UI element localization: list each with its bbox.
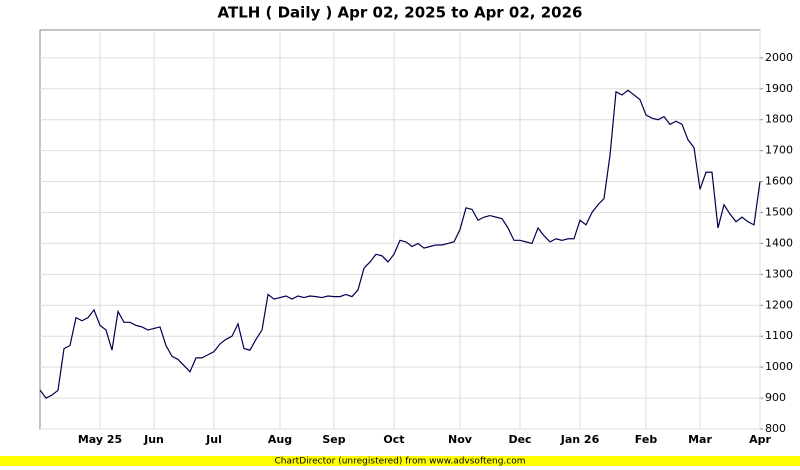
y-tick-label: 1200 bbox=[765, 298, 793, 311]
y-tick-label: 1300 bbox=[765, 267, 793, 280]
x-tick-label: Jul bbox=[205, 433, 222, 446]
x-tick-label: Jun bbox=[143, 433, 164, 446]
chart-title: ATLH ( Daily ) Apr 02, 2025 to Apr 02, 2… bbox=[218, 4, 583, 22]
x-tick-label: Mar bbox=[688, 433, 712, 446]
y-tick-label: 1000 bbox=[765, 360, 793, 373]
y-tick-label: 1800 bbox=[765, 113, 793, 126]
x-tick-label: Jan 26 bbox=[560, 433, 600, 446]
line bbox=[39, 89, 761, 399]
x-tick-label: Nov bbox=[448, 433, 473, 446]
y-tick-label: 2000 bbox=[765, 51, 793, 64]
y-tick-label: 1500 bbox=[765, 205, 793, 218]
x-tick-label: Aug bbox=[268, 433, 292, 446]
x-tick-label: May 25 bbox=[78, 433, 122, 446]
y-tick-label: 1600 bbox=[765, 175, 793, 188]
y-tick-label: 1700 bbox=[765, 144, 793, 157]
footer-bar bbox=[0, 456, 800, 466]
footer: ChartDirector (unregistered) from www.ad… bbox=[274, 457, 525, 467]
x-tick-label: Apr bbox=[749, 433, 771, 446]
y-tick-label: 1100 bbox=[765, 329, 793, 342]
x-tick-label: Feb bbox=[635, 433, 658, 446]
plot-area bbox=[39, 29, 761, 430]
y-tick-label: 1900 bbox=[765, 82, 793, 95]
y-tick-label: 900 bbox=[765, 391, 786, 404]
y-tick-label: 800 bbox=[765, 422, 786, 435]
y-tick-label: 1400 bbox=[765, 236, 793, 249]
x-tick-label: Dec bbox=[508, 433, 531, 446]
x-tick-label: Sep bbox=[322, 433, 345, 446]
x-tick-label: Oct bbox=[383, 433, 404, 446]
